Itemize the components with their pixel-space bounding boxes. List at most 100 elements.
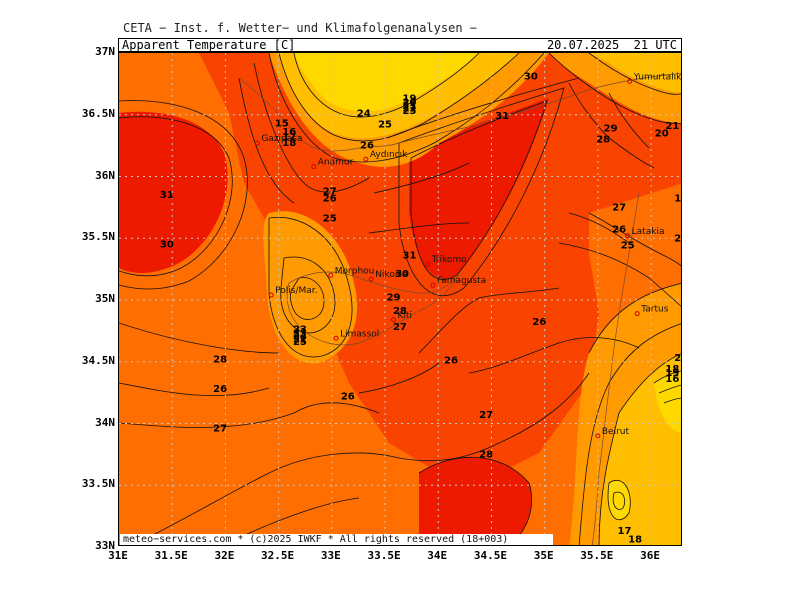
- contour-label: 17: [618, 526, 632, 537]
- contour-label: 27: [393, 322, 407, 333]
- lon-tick-label: 36E: [640, 549, 660, 562]
- lat-tick-label: 36.5N: [81, 106, 115, 120]
- contour-label: 25: [621, 241, 635, 252]
- contour-label: 29: [604, 123, 618, 134]
- city-name: Anamur: [318, 158, 354, 168]
- lon-tick-label: 33E: [320, 549, 341, 562]
- city-name: Beirut: [602, 427, 630, 437]
- city-name: Nikosia: [375, 270, 407, 280]
- contour-label: 28: [393, 306, 407, 317]
- contour-label: 18: [628, 535, 642, 546]
- lon-tick-label: 32E: [214, 549, 235, 562]
- contour-label: 28: [213, 354, 227, 365]
- lon-tick-label: 34.5E: [473, 549, 507, 562]
- lat-lon-grid: [119, 53, 681, 545]
- contour-label: 24: [357, 109, 371, 120]
- isotherm-lines: [119, 53, 681, 545]
- city-marker: Nikosia: [368, 270, 408, 282]
- city-marker: Famagusta: [430, 276, 486, 288]
- contour-label: 21: [665, 121, 679, 132]
- lat-tick-label: 35N: [95, 292, 115, 305]
- lon-tick-label: 31E: [108, 549, 128, 562]
- city-marker: Trikomo: [425, 255, 467, 267]
- lat-tick-label: 37N: [95, 45, 115, 58]
- contour-label: 20: [655, 128, 669, 139]
- contour-label: 2: [674, 233, 681, 244]
- city-marker: Kiti: [391, 311, 412, 323]
- contour-label: 18: [665, 364, 679, 375]
- contour-label: 31: [495, 111, 509, 122]
- city-dot: [268, 292, 274, 298]
- contour-label: 26: [360, 141, 374, 152]
- city-name: Aydıncık: [370, 150, 408, 160]
- contour-label: 1: [674, 194, 681, 205]
- city-dot: [333, 335, 339, 341]
- contour-label: 27: [479, 410, 493, 421]
- lat-tick-label: 35.5N: [81, 230, 115, 244]
- copyright-footer: meteo−services.com * (c)2025 IWKF * All …: [120, 534, 553, 545]
- lon-tick-label: 33.5E: [367, 549, 401, 562]
- city-dot: [368, 276, 374, 282]
- city-marker: Aydıncık: [363, 150, 408, 162]
- contour-label: 30: [395, 269, 409, 280]
- contour-label: 16: [282, 127, 296, 138]
- city-dot: [425, 261, 431, 267]
- city-dot: [595, 433, 601, 439]
- variable-label: Apparent_Temperature_[C]: [122, 38, 296, 52]
- contour-label: 22: [403, 104, 417, 115]
- city-dot: [311, 164, 317, 170]
- contour-label: 27: [213, 423, 227, 434]
- contour-label: 23: [293, 328, 307, 339]
- contour-label: 19: [403, 94, 417, 105]
- lat-tick-label: 34.5N: [81, 353, 115, 367]
- contour-label: 26: [612, 225, 626, 236]
- city-name: Limassol: [340, 329, 379, 339]
- lat-tick-label: 36N: [95, 168, 115, 182]
- city-name: Latakia: [632, 227, 665, 237]
- temperature-fill: [119, 53, 681, 545]
- city-dot: [430, 282, 436, 288]
- city-dot: [627, 78, 633, 84]
- contour-label: 20: [403, 97, 417, 108]
- city-name: Morphou: [335, 266, 375, 276]
- city-dot: [328, 272, 334, 278]
- contour-label: 31: [403, 251, 417, 262]
- contour-label: 30: [160, 239, 174, 250]
- city-marker: Yumurtalık: [627, 72, 681, 84]
- city-name: Kiti: [398, 311, 412, 321]
- city-dot: [391, 317, 397, 323]
- contour-label: 26: [341, 391, 355, 402]
- contour-label: 25: [378, 120, 392, 131]
- city-name: Famagusta: [437, 276, 486, 286]
- contour-label: 25: [323, 213, 337, 224]
- map-canvas: Yumurtalık Gazipaşa Anamur Aydıncık Latakia T…: [119, 53, 681, 545]
- contour-label: 31: [160, 190, 174, 201]
- valid-time-label: 20.07.2025 21 UTC: [546, 38, 677, 52]
- lon-tick-label: 34E: [427, 549, 448, 562]
- city-marker: Polis/Mar.: [268, 286, 318, 298]
- city-markers: Yumurtalık Gazipaşa Anamur Aydıncık Latakia T…: [254, 72, 681, 439]
- contour-label: 23: [403, 106, 417, 117]
- city-dot: [254, 140, 260, 146]
- contour-label: 24: [293, 331, 307, 342]
- contour-label: 27: [323, 186, 337, 197]
- city-dot: [363, 156, 369, 162]
- contour-label: 28: [479, 449, 493, 460]
- city-marker: Anamur: [311, 158, 354, 170]
- city-dot: [625, 233, 631, 239]
- city-marker: Latakia: [625, 227, 665, 239]
- lon-tick-label: 31.5E: [154, 549, 188, 562]
- contour-label: 15: [275, 118, 289, 129]
- contour-label: 28: [596, 134, 610, 145]
- city-name: Tartus: [640, 305, 668, 315]
- city-marker: Beirut: [595, 427, 630, 439]
- contour-label: 23: [293, 325, 307, 336]
- map-panel[interactable]: Yumurtalık Gazipaşa Anamur Aydıncık Latakia T…: [118, 52, 682, 546]
- lat-tick-label: 33.5N: [81, 477, 115, 491]
- contour-label: 19: [665, 368, 679, 379]
- city-dot: [634, 311, 640, 317]
- city-marker: Gazipaşa: [254, 134, 302, 146]
- lat-tick-label: 33N: [95, 539, 115, 552]
- contour-label: 29: [387, 293, 401, 304]
